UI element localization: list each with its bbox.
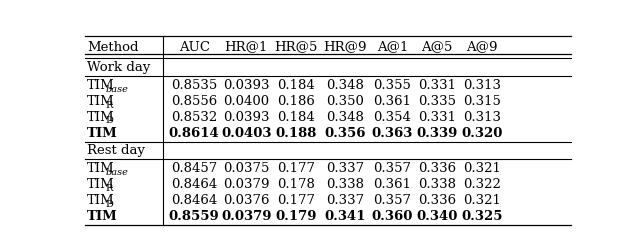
Text: TIM: TIM: [87, 111, 115, 124]
Text: 0.331: 0.331: [418, 79, 456, 92]
Text: 0.8559: 0.8559: [169, 210, 220, 223]
Text: 0.184: 0.184: [277, 79, 315, 92]
Text: 0.0376: 0.0376: [223, 194, 269, 207]
Text: 0.0393: 0.0393: [223, 111, 269, 124]
Text: 0.354: 0.354: [374, 111, 412, 124]
Text: TIM: TIM: [87, 178, 115, 191]
Text: 0.340: 0.340: [417, 210, 458, 223]
Text: 0.313: 0.313: [463, 79, 500, 92]
Text: HR@5: HR@5: [274, 41, 317, 54]
Text: TIM: TIM: [87, 210, 118, 223]
Text: 0.177: 0.177: [276, 162, 315, 175]
Text: 0.361: 0.361: [374, 178, 412, 191]
Text: 0.356: 0.356: [324, 127, 366, 140]
Text: R: R: [106, 101, 113, 110]
Text: 0.184: 0.184: [277, 111, 315, 124]
Text: 0.186: 0.186: [277, 95, 315, 108]
Text: 0.320: 0.320: [461, 127, 502, 140]
Text: AUC: AUC: [179, 41, 209, 54]
Text: 0.325: 0.325: [461, 210, 502, 223]
Text: HR@1: HR@1: [225, 41, 268, 54]
Text: 0.0393: 0.0393: [223, 79, 269, 92]
Text: 0.341: 0.341: [324, 210, 366, 223]
Text: 0.8464: 0.8464: [171, 194, 217, 207]
Text: Work day: Work day: [87, 61, 150, 74]
Text: 0.331: 0.331: [418, 111, 456, 124]
Text: 0.8464: 0.8464: [171, 178, 217, 191]
Text: Rest day: Rest day: [87, 144, 145, 157]
Text: A@1: A@1: [377, 41, 408, 54]
Text: 0.363: 0.363: [372, 127, 413, 140]
Text: TIM: TIM: [87, 79, 115, 92]
Text: 0.357: 0.357: [374, 194, 412, 207]
Text: 0.337: 0.337: [326, 194, 364, 207]
Text: 0.336: 0.336: [418, 162, 456, 175]
Text: 0.337: 0.337: [326, 162, 364, 175]
Text: 0.339: 0.339: [417, 127, 458, 140]
Text: R: R: [106, 184, 113, 193]
Text: 0.336: 0.336: [418, 194, 456, 207]
Text: 0.348: 0.348: [326, 79, 364, 92]
Text: 0.8614: 0.8614: [169, 127, 220, 140]
Text: 0.8457: 0.8457: [171, 162, 217, 175]
Text: HR@9: HR@9: [324, 41, 367, 54]
Text: TIM: TIM: [87, 194, 115, 207]
Text: 0.178: 0.178: [277, 178, 315, 191]
Text: 0.322: 0.322: [463, 178, 500, 191]
Text: 0.338: 0.338: [418, 178, 456, 191]
Text: 0.361: 0.361: [374, 95, 412, 108]
Text: 0.8556: 0.8556: [171, 95, 217, 108]
Text: 0.355: 0.355: [374, 79, 412, 92]
Text: 0.0403: 0.0403: [221, 127, 271, 140]
Text: 0.360: 0.360: [372, 210, 413, 223]
Text: 0.348: 0.348: [326, 111, 364, 124]
Text: 0.177: 0.177: [276, 194, 315, 207]
Text: base: base: [106, 85, 129, 94]
Text: 0.335: 0.335: [418, 95, 456, 108]
Text: A@5: A@5: [421, 41, 453, 54]
Text: TIM: TIM: [87, 162, 115, 175]
Text: 0.321: 0.321: [463, 194, 500, 207]
Text: 0.8532: 0.8532: [171, 111, 217, 124]
Text: 0.0379: 0.0379: [223, 178, 269, 191]
Text: Method: Method: [87, 41, 138, 54]
Text: 0.0400: 0.0400: [223, 95, 269, 108]
Text: 0.0379: 0.0379: [221, 210, 271, 223]
Text: 0.321: 0.321: [463, 162, 500, 175]
Text: 0.357: 0.357: [374, 162, 412, 175]
Text: A@9: A@9: [466, 41, 497, 54]
Text: 0.350: 0.350: [326, 95, 364, 108]
Text: base: base: [106, 168, 129, 177]
Text: TIM: TIM: [87, 127, 118, 140]
Text: D: D: [106, 116, 114, 125]
Text: 0.8535: 0.8535: [171, 79, 217, 92]
Text: 0.338: 0.338: [326, 178, 364, 191]
Text: D: D: [106, 200, 114, 208]
Text: TIM: TIM: [87, 95, 115, 108]
Text: 0.179: 0.179: [275, 210, 317, 223]
Text: 0.188: 0.188: [275, 127, 316, 140]
Text: 0.313: 0.313: [463, 111, 500, 124]
Text: 0.315: 0.315: [463, 95, 500, 108]
Text: 0.0375: 0.0375: [223, 162, 269, 175]
